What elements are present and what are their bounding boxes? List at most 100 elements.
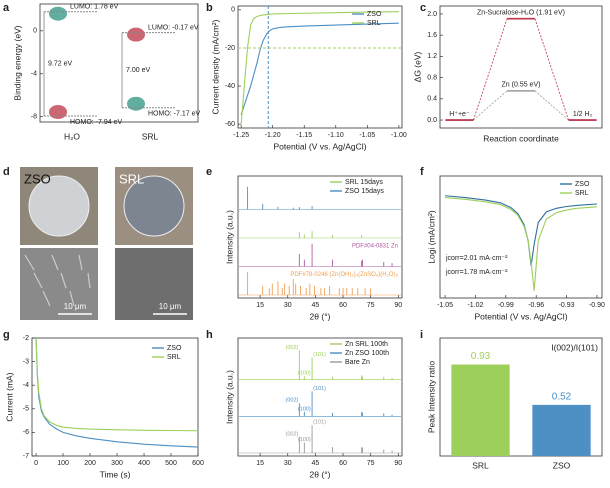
level-label: Zn-Sucralose-H₂O (1.91 eV) bbox=[477, 10, 565, 17]
connector bbox=[534, 18, 569, 121]
x-tick-label: 600 bbox=[192, 460, 204, 467]
category-label: H₂O bbox=[64, 131, 80, 141]
orbital bbox=[127, 27, 145, 42]
y-tick-label: -60 bbox=[225, 121, 235, 128]
value-label: 0.52 bbox=[552, 392, 572, 403]
x-tick-label: 60 bbox=[339, 460, 347, 467]
y-axis-label: Current density (mA/cm²) bbox=[210, 19, 220, 114]
y-tick-label: -40 bbox=[225, 83, 235, 90]
x-tick-label: 45 bbox=[311, 302, 319, 309]
y-axis-label: Logi (mA/cm²) bbox=[426, 210, 436, 264]
plot-frame bbox=[439, 175, 603, 299]
gap-label: 9.72 eV bbox=[48, 61, 72, 68]
y-tick-label: -3 bbox=[23, 358, 29, 365]
y-axis-label: Current (mA) bbox=[4, 372, 14, 421]
series-line bbox=[445, 196, 597, 291]
plot-frame bbox=[439, 5, 603, 129]
x-tick-label: 30 bbox=[284, 460, 292, 467]
gap-label: 7.00 eV bbox=[126, 67, 150, 74]
annotation: jcorr=1.78 mA·cm⁻² bbox=[445, 269, 508, 276]
x-tick-label: -1.05 bbox=[437, 302, 453, 309]
annotation: jcorr=2.01 mA·cm⁻² bbox=[445, 255, 508, 262]
x-tick-label: -1.05 bbox=[359, 132, 375, 139]
legend-label: SRL bbox=[575, 190, 589, 197]
electrode bbox=[123, 175, 185, 237]
flake bbox=[87, 272, 91, 289]
lumo-label: LUMO: 1.78 eV bbox=[70, 4, 119, 11]
peak-label: (100) bbox=[298, 437, 311, 443]
y-tick-label: 2.0 bbox=[427, 11, 437, 18]
legend-label: SRL bbox=[167, 354, 181, 361]
x-tick-label: ZSO bbox=[553, 460, 571, 470]
connector bbox=[473, 18, 508, 121]
legend-label: SRL bbox=[367, 20, 381, 27]
series-line bbox=[240, 22, 399, 115]
x-axis-label: 2θ (°) bbox=[310, 469, 331, 479]
y-tick-label: 1.2 bbox=[427, 53, 437, 60]
panel-label: e bbox=[206, 166, 212, 178]
x-tick-label: 45 bbox=[311, 460, 319, 467]
x-tick-label: -0.90 bbox=[589, 302, 605, 309]
legend-label: Bare Zn bbox=[345, 359, 370, 366]
x-tick-label: SRL bbox=[472, 460, 489, 470]
flake bbox=[78, 254, 83, 271]
peak-label: (100) bbox=[298, 406, 311, 412]
x-tick-label: 30 bbox=[284, 302, 292, 309]
panel-label: f bbox=[420, 166, 424, 178]
x-tick-label: -1.20 bbox=[265, 132, 281, 139]
x-tick-label: -0.93 bbox=[559, 302, 575, 309]
legend-label: ZSO bbox=[167, 345, 182, 352]
peak-label: (101) bbox=[313, 420, 326, 426]
plot-frame bbox=[237, 175, 403, 299]
y-tick-label: 0 bbox=[33, 28, 37, 35]
plot-frame bbox=[39, 3, 199, 123]
panel-label: g bbox=[3, 329, 10, 341]
connector bbox=[534, 90, 569, 121]
x-tick-label: -1.25 bbox=[233, 132, 249, 139]
x-tick-label: 400 bbox=[138, 460, 150, 467]
x-tick-label: 75 bbox=[367, 302, 375, 309]
orbital bbox=[49, 104, 67, 119]
homo-label: HOMO: -7.17 eV bbox=[148, 111, 200, 118]
legend-label: Zn SRL 100th bbox=[345, 341, 388, 348]
orbital bbox=[127, 96, 145, 111]
plot-frame bbox=[439, 337, 603, 457]
flake bbox=[69, 290, 75, 307]
electrode bbox=[28, 175, 90, 237]
x-tick-label: 90 bbox=[394, 302, 402, 309]
peak-label: (002) bbox=[286, 398, 299, 404]
x-tick-label: 15 bbox=[256, 460, 264, 467]
x-axis-label: 2θ (°) bbox=[310, 311, 331, 321]
connector bbox=[473, 90, 508, 121]
flake bbox=[33, 272, 43, 289]
panel-label: h bbox=[206, 329, 213, 341]
series-line bbox=[35, 337, 199, 448]
sem-image bbox=[20, 248, 98, 320]
peak-label: (002) bbox=[286, 431, 299, 437]
panel-label: b bbox=[206, 2, 213, 14]
plot-frame bbox=[237, 337, 403, 457]
x-tick-label: 90 bbox=[394, 460, 402, 467]
y-tick-label: 0.0 bbox=[427, 117, 437, 124]
panel-label: i bbox=[420, 329, 423, 341]
state-label: 1/2 H₂ bbox=[573, 111, 593, 118]
legend-label: SRL 15days bbox=[345, 179, 383, 186]
y-tick-label: -4 bbox=[31, 71, 37, 78]
flake bbox=[60, 272, 67, 289]
y-axis-label: Peak Intensity ratio bbox=[426, 361, 436, 434]
x-tick-label: 15 bbox=[256, 302, 264, 309]
y-axis-label: ΔG (eV) bbox=[412, 51, 422, 82]
sample-label: ZSO bbox=[24, 171, 51, 186]
category-label: SRL bbox=[142, 131, 159, 141]
x-axis-label: Potential (V vs. Ag/AgCl) bbox=[474, 311, 567, 321]
x-tick-label: -1.00 bbox=[391, 132, 407, 139]
x-tick-label: 0 bbox=[34, 460, 38, 467]
x-axis-label: Potential (V vs. Ag/AgCl) bbox=[273, 141, 366, 151]
x-tick-label: -1.15 bbox=[296, 132, 312, 139]
y-tick-label: -5 bbox=[23, 406, 29, 413]
legend-label: ZSO bbox=[575, 181, 590, 188]
y-tick-label: -20 bbox=[225, 45, 235, 52]
scale-bar-label: 10 μm bbox=[159, 302, 182, 311]
x-tick-label: -1.02 bbox=[467, 302, 483, 309]
